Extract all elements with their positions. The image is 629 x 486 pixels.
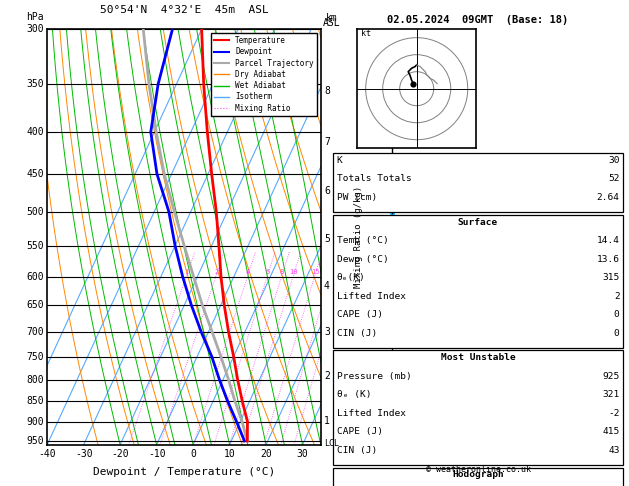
- Text: CIN (J): CIN (J): [337, 446, 377, 455]
- Text: 43: 43: [608, 446, 620, 455]
- Text: Mixing Ratio (g/kg): Mixing Ratio (g/kg): [354, 186, 363, 288]
- Text: θₑ(K): θₑ(K): [337, 273, 365, 282]
- Text: 10: 10: [289, 269, 298, 275]
- Text: LCL: LCL: [324, 439, 339, 449]
- Text: -10: -10: [148, 449, 165, 459]
- Text: 50°54'N  4°32'E  45m  ASL: 50°54'N 4°32'E 45m ASL: [99, 4, 269, 15]
- Text: 700: 700: [26, 327, 44, 337]
- Text: © weatheronline.co.uk: © weatheronline.co.uk: [426, 465, 530, 474]
- Text: 6: 6: [324, 186, 330, 196]
- Text: PW (cm): PW (cm): [337, 193, 377, 202]
- Text: 6: 6: [265, 269, 270, 275]
- Text: 0: 0: [614, 310, 620, 319]
- Text: 30: 30: [297, 449, 308, 459]
- Text: 300: 300: [26, 24, 44, 34]
- Text: hPa: hPa: [26, 12, 44, 22]
- Text: 4: 4: [324, 281, 330, 291]
- Text: 350: 350: [26, 79, 44, 89]
- Text: -20: -20: [111, 449, 129, 459]
- Point: [408, 80, 418, 87]
- Text: Pressure (mb): Pressure (mb): [337, 372, 411, 381]
- Text: 20: 20: [260, 449, 272, 459]
- Text: 1: 1: [185, 269, 189, 275]
- Text: 02.05.2024  09GMT  (Base: 18): 02.05.2024 09GMT (Base: 18): [387, 15, 569, 25]
- Text: Dewpoint / Temperature (°C): Dewpoint / Temperature (°C): [93, 467, 275, 477]
- Text: 2: 2: [214, 269, 218, 275]
- Text: -30: -30: [75, 449, 92, 459]
- Text: ASL: ASL: [323, 17, 341, 28]
- Text: 550: 550: [26, 241, 44, 251]
- Text: Dewp (°C): Dewp (°C): [337, 255, 388, 264]
- Text: 3: 3: [324, 327, 330, 337]
- Text: Lifted Index: Lifted Index: [337, 409, 406, 418]
- Text: -40: -40: [38, 449, 56, 459]
- Text: CIN (J): CIN (J): [337, 329, 377, 338]
- Text: 925: 925: [603, 372, 620, 381]
- Text: CAPE (J): CAPE (J): [337, 427, 382, 436]
- Text: θₑ (K): θₑ (K): [337, 390, 371, 399]
- Text: Temp (°C): Temp (°C): [337, 236, 388, 245]
- Text: 750: 750: [26, 351, 44, 362]
- Text: 30: 30: [608, 156, 620, 165]
- Text: -2: -2: [608, 409, 620, 418]
- Text: 8: 8: [280, 269, 284, 275]
- Text: 450: 450: [26, 169, 44, 179]
- Text: kt: kt: [360, 29, 370, 38]
- Text: 0: 0: [190, 449, 196, 459]
- Text: 2.64: 2.64: [596, 193, 620, 202]
- Text: Surface: Surface: [458, 218, 498, 227]
- Text: Totals Totals: Totals Totals: [337, 174, 411, 184]
- Text: 900: 900: [26, 417, 44, 427]
- Text: 2: 2: [614, 292, 620, 301]
- Text: 10: 10: [224, 449, 235, 459]
- Legend: Temperature, Dewpoint, Parcel Trajectory, Dry Adiabat, Wet Adiabat, Isotherm, Mi: Temperature, Dewpoint, Parcel Trajectory…: [211, 33, 317, 116]
- Text: 600: 600: [26, 272, 44, 282]
- Text: Lifted Index: Lifted Index: [337, 292, 406, 301]
- Text: 650: 650: [26, 300, 44, 311]
- Text: 415: 415: [603, 427, 620, 436]
- Text: 14.4: 14.4: [596, 236, 620, 245]
- Text: 315: 315: [603, 273, 620, 282]
- Text: 850: 850: [26, 396, 44, 406]
- Text: Most Unstable: Most Unstable: [441, 353, 515, 363]
- Text: 5: 5: [324, 234, 330, 244]
- Text: km: km: [326, 13, 338, 23]
- Text: 321: 321: [603, 390, 620, 399]
- Text: 2: 2: [324, 371, 330, 382]
- Text: 400: 400: [26, 127, 44, 137]
- Text: 500: 500: [26, 207, 44, 217]
- Text: 800: 800: [26, 375, 44, 384]
- Text: 7: 7: [324, 137, 330, 147]
- Text: 13.6: 13.6: [596, 255, 620, 264]
- Text: 15: 15: [311, 269, 320, 275]
- Text: 1: 1: [324, 416, 330, 426]
- Text: 0: 0: [614, 329, 620, 338]
- Text: CAPE (J): CAPE (J): [337, 310, 382, 319]
- Text: Hodograph: Hodograph: [452, 470, 504, 480]
- Text: 4: 4: [246, 269, 250, 275]
- Text: 950: 950: [26, 436, 44, 446]
- Text: K: K: [337, 156, 342, 165]
- Text: 8: 8: [324, 87, 330, 96]
- Text: 52: 52: [608, 174, 620, 184]
